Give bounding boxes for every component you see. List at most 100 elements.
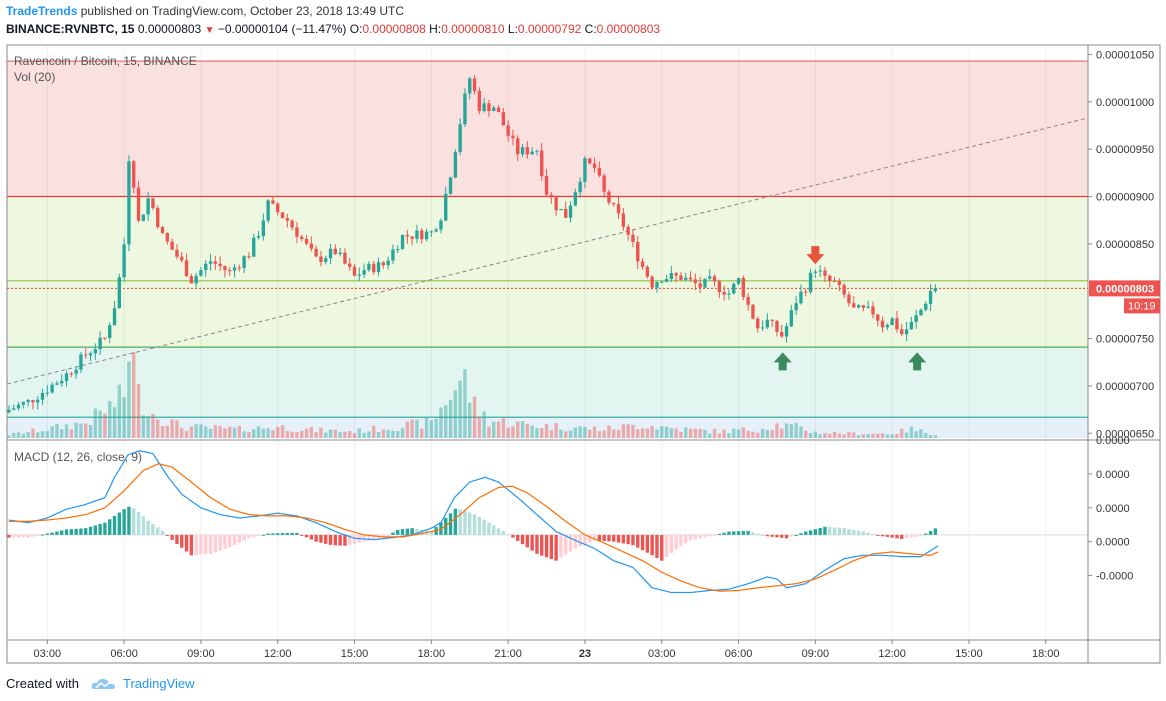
candle-body xyxy=(612,202,616,205)
macd-histogram-bar xyxy=(655,534,659,558)
candle-body xyxy=(741,277,746,297)
volume-bar xyxy=(213,425,218,438)
macd-histogram-bar xyxy=(175,534,179,544)
macd-histogram-bar xyxy=(180,534,184,548)
tradingview-link[interactable]: TradingView xyxy=(122,676,195,691)
volume-bar xyxy=(554,423,558,438)
volume-bar xyxy=(180,428,184,438)
author-link[interactable]: TradeTrends xyxy=(6,4,78,18)
candle-body xyxy=(410,236,414,239)
macd-histogram-bar xyxy=(112,515,117,535)
volume-bar xyxy=(684,427,688,438)
macd-histogram-bar xyxy=(156,527,160,535)
volume-bar xyxy=(616,429,621,438)
candle-body xyxy=(108,325,112,338)
macd-histogram-bar xyxy=(760,534,765,536)
macd-tick-label: 0.0000 xyxy=(1096,469,1130,481)
volume-bar xyxy=(127,361,131,438)
macd-histogram-bar xyxy=(813,529,818,535)
candle-body xyxy=(247,256,251,258)
macd-histogram-bar xyxy=(919,534,923,537)
volume-bar xyxy=(626,424,630,438)
macd-histogram-bar xyxy=(93,525,98,535)
candle-body xyxy=(631,234,635,242)
macd-histogram-bar xyxy=(472,514,477,535)
candle-body xyxy=(818,270,822,272)
volume-bar xyxy=(655,429,659,438)
volume-bar xyxy=(26,432,30,438)
price-tick-label: 0.00000900 xyxy=(1096,192,1154,204)
candle-body xyxy=(266,200,270,221)
candle-body xyxy=(909,321,914,330)
macd-histogram-bar xyxy=(722,532,726,535)
volume-bar xyxy=(664,426,669,438)
candle-body xyxy=(549,194,554,198)
macd-histogram-bar xyxy=(501,530,506,535)
macd-histogram-bar xyxy=(55,531,59,535)
volume-bar xyxy=(501,418,506,438)
volume-bar xyxy=(237,425,242,438)
macd-histogram-bar xyxy=(7,534,11,538)
macd-histogram-bar xyxy=(314,534,318,542)
macd-histogram-bar xyxy=(98,524,102,535)
macd-histogram-bar xyxy=(492,525,496,535)
countdown-tag xyxy=(1124,298,1160,314)
macd-histogram-bar xyxy=(621,534,626,544)
candle-body xyxy=(760,327,765,329)
candle-body xyxy=(717,281,722,293)
macd-histogram-bar xyxy=(84,528,88,535)
volume-bar xyxy=(688,428,693,438)
candle-body xyxy=(122,244,126,278)
volume-bar xyxy=(74,422,78,438)
volume-bar xyxy=(516,421,520,438)
macd-histogram-bar xyxy=(333,534,338,546)
candle-body xyxy=(492,107,496,112)
candle-body xyxy=(204,263,208,271)
arrow-down-icon xyxy=(806,246,825,265)
time-tick-label: 15:00 xyxy=(341,648,369,660)
volume-bar xyxy=(266,428,270,438)
macd-histogram-bar xyxy=(74,528,78,535)
volume-bar xyxy=(568,430,573,438)
macd-histogram-bar xyxy=(664,534,669,557)
macd-histogram-bar xyxy=(583,534,587,545)
volume-bar xyxy=(280,425,285,438)
macd-histogram-bar xyxy=(746,530,750,535)
candle-body xyxy=(573,192,578,206)
footer: Created with TradingView xyxy=(6,676,195,691)
volume-bar xyxy=(808,433,813,438)
candle-body xyxy=(415,230,419,239)
volume-bar xyxy=(592,426,597,438)
macd-histogram-bar xyxy=(170,534,174,540)
macd-histogram-bar xyxy=(26,534,30,538)
candle-body xyxy=(170,241,174,250)
volume-bar xyxy=(420,428,424,438)
macd-histogram-bar xyxy=(880,534,885,537)
macd-histogram-bar xyxy=(276,533,280,535)
candle-body xyxy=(559,208,563,211)
candle-body xyxy=(448,177,453,194)
macd-histogram-bar xyxy=(861,531,866,535)
macd-histogram-bar xyxy=(698,534,702,539)
macd-histogram-bar xyxy=(31,534,35,537)
macd-histogram-bar xyxy=(650,534,654,556)
macd-histogram-bar xyxy=(597,534,602,541)
volume-bar xyxy=(108,401,112,438)
volume-bar xyxy=(79,423,83,438)
volume-bar xyxy=(861,434,866,438)
candle-body xyxy=(261,220,266,237)
candle-body xyxy=(60,381,64,384)
volume-bar xyxy=(866,434,870,438)
macd-histogram-bar xyxy=(463,510,467,535)
candle-body xyxy=(237,267,242,269)
volume-bar xyxy=(832,431,837,438)
macd-histogram-bar xyxy=(727,531,731,535)
candle-body xyxy=(655,282,659,288)
time-tick-label: 03:00 xyxy=(648,648,676,660)
volume-bar xyxy=(300,430,304,438)
volume-bar xyxy=(736,429,741,438)
volume-bar xyxy=(919,429,923,438)
candle-body xyxy=(228,270,232,272)
macd-histogram-bar xyxy=(693,534,698,540)
